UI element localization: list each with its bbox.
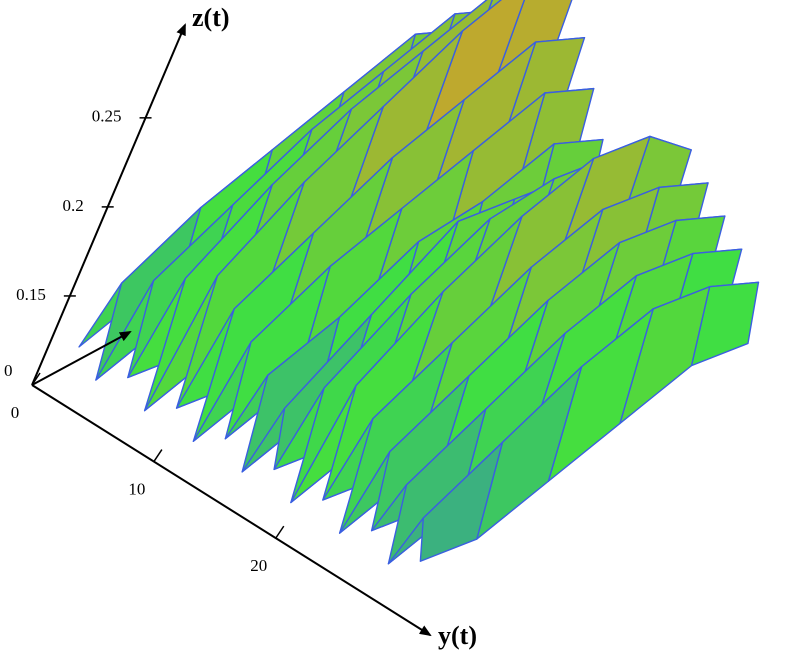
x-axis bbox=[31, 331, 132, 386]
z-axis bbox=[31, 23, 186, 386]
y-tick bbox=[275, 525, 285, 539]
surface bbox=[78, 0, 760, 565]
z-tick-label: 0.15 bbox=[16, 285, 46, 304]
z-tick-label: 0.2 bbox=[62, 196, 83, 215]
y-axis bbox=[31, 384, 432, 637]
z-origin-label: 0 bbox=[4, 361, 13, 380]
z-tick-label: 0.25 bbox=[92, 107, 122, 126]
y-tick bbox=[153, 449, 163, 462]
y-tick bbox=[31, 372, 41, 386]
z-axis-label: z(t) bbox=[192, 3, 230, 32]
y-tick-label: 0 bbox=[11, 403, 20, 422]
surface-cell bbox=[419, 441, 504, 562]
y-tick-label: 20 bbox=[250, 556, 267, 575]
y-axis-label: y(t) bbox=[438, 621, 477, 650]
y-tick-label: 10 bbox=[128, 479, 145, 498]
